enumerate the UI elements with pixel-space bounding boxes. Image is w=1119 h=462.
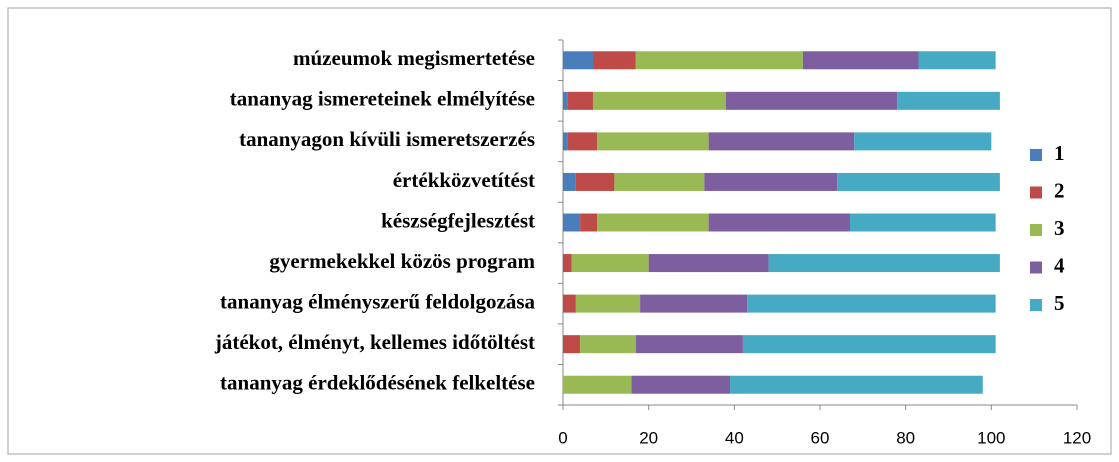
bar-segment (742, 335, 996, 354)
legend-label: 1 (1054, 141, 1065, 165)
category-label: tananyagon kívüli ismeretszerzés (239, 127, 535, 151)
bar-segment (563, 51, 593, 70)
legend-swatch (1030, 261, 1042, 274)
bar-segment (837, 172, 1000, 191)
bar-segment (597, 132, 709, 151)
bar-segment (897, 91, 1000, 110)
bar-segment (563, 294, 576, 313)
legend-swatch (1030, 224, 1042, 236)
bar-segment (768, 254, 1000, 273)
legend-swatch (1030, 186, 1042, 199)
bar-segment (725, 91, 898, 110)
bar-segment (563, 254, 572, 273)
bar-segment (563, 91, 568, 110)
bar-segment (580, 335, 636, 354)
bar-segment (567, 132, 598, 151)
bar-segment (640, 294, 748, 313)
bar-segment (631, 375, 731, 394)
bar-segment (580, 213, 598, 232)
legend-swatch (1030, 299, 1042, 311)
category-label: múzeumok megismertetése (293, 46, 535, 70)
legend-label: 5 (1054, 291, 1065, 315)
legend-swatch (1030, 149, 1042, 161)
legend-label: 3 (1054, 216, 1065, 240)
x-tick-label: 80 (896, 428, 915, 447)
legend-label: 4 (1054, 253, 1065, 277)
bar-segment (648, 254, 769, 273)
x-tick-label: 20 (639, 428, 658, 447)
bar-segment (575, 294, 641, 313)
x-tick-label: 60 (811, 428, 830, 447)
category-label: gyermekekkel közös program (269, 249, 535, 273)
bar-segment (854, 132, 992, 151)
x-tick-label: 40 (725, 428, 744, 447)
x-tick-label: 120 (1063, 428, 1091, 447)
category-label: tananyag ismereteinek elmélyítése (230, 87, 535, 111)
category-label: tananyag élményszerű feldolgozása (220, 289, 535, 313)
bar-segment (614, 172, 705, 191)
bar-segment (635, 335, 743, 354)
x-tick-label: 100 (977, 428, 1005, 447)
bar-segment (704, 172, 838, 191)
bar-segment (563, 132, 568, 151)
bar-segment (563, 335, 581, 354)
bar-segment (567, 91, 593, 110)
category-label: játékot, élményt, kellemes időtöltést (214, 330, 535, 354)
bar-segment (563, 172, 576, 191)
bar-segment (849, 213, 996, 232)
legend-label: 2 (1054, 178, 1065, 202)
bar-segment (708, 132, 855, 151)
bar-segment (563, 213, 581, 232)
category-label: tananyag érdeklődésének felkeltése (220, 371, 535, 395)
x-tick-label: 0 (558, 428, 567, 447)
bar-segment (730, 375, 983, 394)
category-label: készségfejlesztést (381, 208, 535, 232)
bar-segment (708, 213, 850, 232)
bar-segment (802, 51, 919, 70)
bar-segment (563, 375, 632, 394)
category-label: értékközvetítést (393, 168, 535, 192)
bar-segment (592, 51, 636, 70)
bar-segment (747, 294, 996, 313)
bar-segment (597, 213, 709, 232)
bar-segment (575, 172, 615, 191)
bar-segment (571, 254, 649, 273)
bar-segment (635, 51, 803, 70)
bar-segment (918, 51, 996, 70)
bar-segment (592, 91, 726, 110)
